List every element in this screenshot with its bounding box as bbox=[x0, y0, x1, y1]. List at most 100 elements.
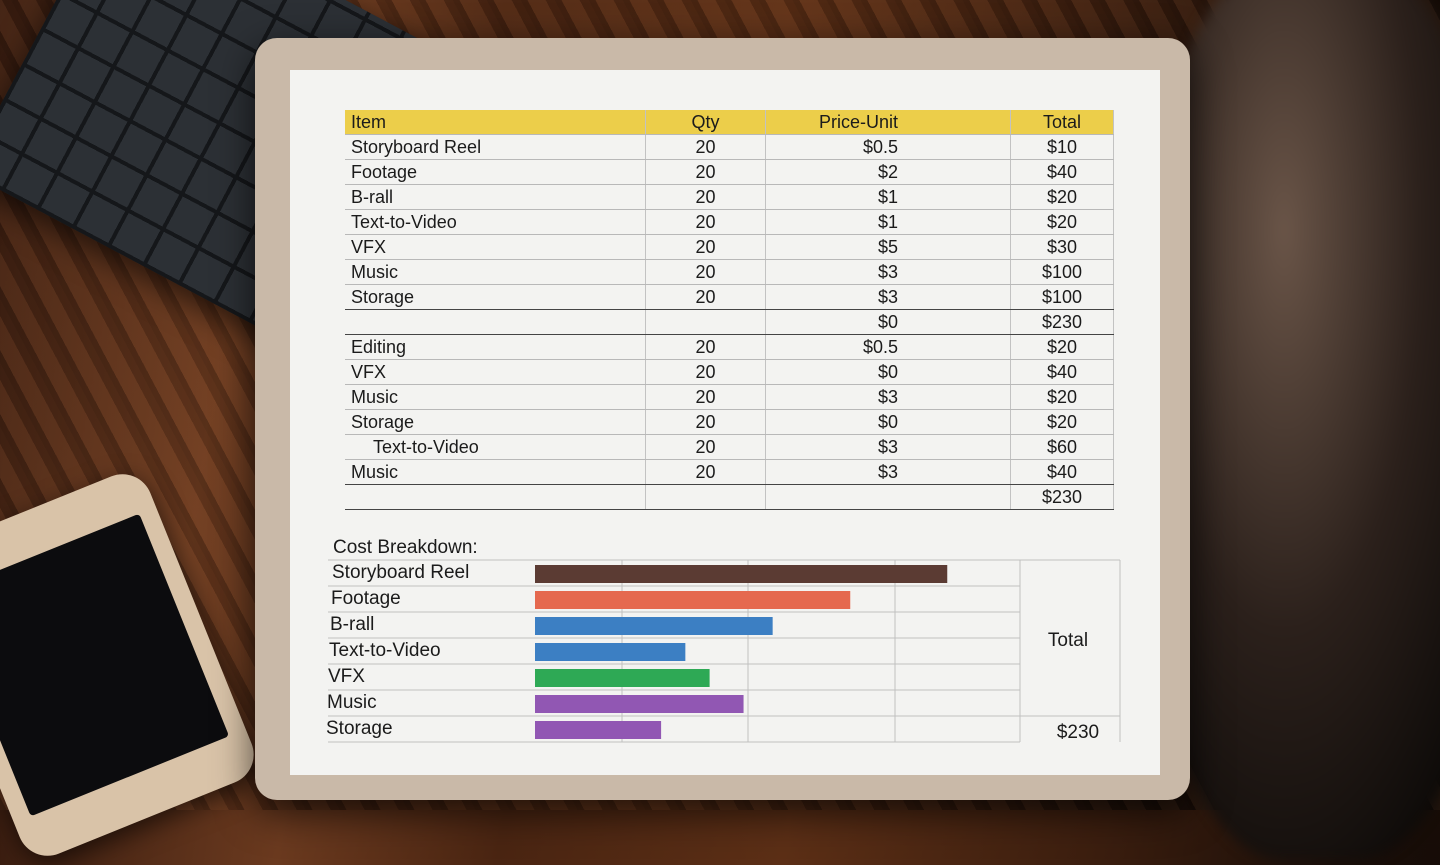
category-label: Footage bbox=[331, 588, 401, 609]
table-cell: $20 bbox=[1010, 184, 1114, 210]
category-label: Text-to-Video bbox=[329, 640, 441, 661]
table-cell: 20 bbox=[645, 159, 766, 185]
table-cell: Storyboard Reel bbox=[345, 134, 646, 160]
table-cell: VFX bbox=[345, 234, 646, 260]
bar bbox=[535, 695, 744, 713]
bar bbox=[535, 617, 773, 635]
table-cell: Price-Unit bbox=[765, 110, 1011, 135]
table-cell: 20 bbox=[645, 459, 766, 485]
total-value: $230 bbox=[1057, 722, 1099, 743]
table-cell: $230 bbox=[1010, 484, 1114, 510]
table-cell: B-rall bbox=[345, 184, 646, 210]
table-cell: 20 bbox=[645, 384, 766, 410]
table-row: $0 $230 bbox=[345, 309, 1114, 335]
table-cell: Text-to-Video bbox=[345, 209, 646, 235]
person bbox=[1140, 0, 1440, 860]
table-cell: $3 bbox=[765, 459, 1011, 485]
table-cell: 20 bbox=[645, 234, 766, 260]
table-cell: 20 bbox=[645, 434, 766, 460]
table-cell: 20 bbox=[645, 134, 766, 160]
table-cell: Music bbox=[345, 459, 646, 485]
bar bbox=[535, 721, 662, 739]
table-row: $230 bbox=[345, 484, 1114, 510]
table-row: Storage 20 $3 $100 bbox=[345, 284, 1114, 310]
chart-title: Cost Breakdown: bbox=[333, 537, 478, 558]
bar bbox=[535, 669, 710, 687]
table-row: Text-to-Video 20 $1 $20 bbox=[345, 209, 1114, 235]
table-cell: 20 bbox=[645, 359, 766, 385]
table-row: Storyboard Reel 20 $0.5 $10 bbox=[345, 134, 1114, 160]
table-cell: $20 bbox=[1010, 209, 1114, 235]
table-cell: $20 bbox=[1010, 384, 1114, 410]
table-row: Music 20 $3 $40 bbox=[345, 459, 1114, 485]
table-cell: Qty bbox=[645, 110, 766, 135]
table-cell: $3 bbox=[765, 384, 1011, 410]
table-cell: $40 bbox=[1010, 459, 1114, 485]
table-cell: Storage bbox=[345, 409, 646, 435]
table-cell: $3 bbox=[765, 284, 1011, 310]
table-cell: 20 bbox=[645, 184, 766, 210]
cost-table: Item Qty Price-Unit Total Storyboard Reel 20 $… bbox=[345, 110, 1114, 510]
table-cell: $1 bbox=[765, 209, 1011, 235]
table-row: VFX 20 $5 $30 bbox=[345, 234, 1114, 260]
table-cell: 20 bbox=[645, 259, 766, 285]
table-cell: $40 bbox=[1010, 159, 1114, 185]
table-cell: VFX bbox=[345, 359, 646, 385]
table-cell: $3 bbox=[765, 434, 1011, 460]
page: {"table": {"header": ["Item", "Qty", "Pr… bbox=[0, 0, 1440, 810]
category-label: B-rall bbox=[330, 614, 374, 635]
table-row: B-rall 20 $1 $20 bbox=[345, 184, 1114, 210]
table-cell: $3 bbox=[765, 259, 1011, 285]
table-cell: Total bbox=[1010, 110, 1114, 135]
table-cell: $20 bbox=[1010, 409, 1114, 435]
table-row: Music 20 $3 $20 bbox=[345, 384, 1114, 410]
bar bbox=[535, 643, 686, 661]
table-cell bbox=[645, 309, 766, 335]
category-label: Music bbox=[327, 692, 377, 713]
table-cell: $60 bbox=[1010, 434, 1114, 460]
table-cell: $40 bbox=[1010, 359, 1114, 385]
table-cell: $230 bbox=[1010, 309, 1114, 335]
table-cell: Editing bbox=[345, 334, 646, 360]
bar bbox=[535, 565, 948, 583]
table-row: Storage 20 $0 $20 bbox=[345, 409, 1114, 435]
table-cell bbox=[765, 484, 1011, 510]
table-cell: 20 bbox=[645, 284, 766, 310]
table-cell: 20 bbox=[645, 334, 766, 360]
table-cell: $10 bbox=[1010, 134, 1114, 160]
category-label: Storage bbox=[326, 718, 393, 739]
table-cell: $5 bbox=[765, 234, 1011, 260]
table-cell: 20 bbox=[645, 409, 766, 435]
table-cell: $0 bbox=[765, 309, 1011, 335]
table-row: Editing 20 $0.5 $20 bbox=[345, 334, 1114, 360]
table-cell: $1 bbox=[765, 184, 1011, 210]
category-label: Storyboard Reel bbox=[332, 562, 469, 583]
table-cell bbox=[345, 309, 646, 335]
table-cell: Music bbox=[345, 384, 646, 410]
table-cell: 20 bbox=[645, 209, 766, 235]
chart: Cost Breakdown: Total $230 Storyboard Re… bbox=[326, 537, 1121, 743]
table-row: VFX 20 $0 $40 bbox=[345, 359, 1114, 385]
table-cell: $2 bbox=[765, 159, 1011, 185]
table-cell: $0.5 bbox=[765, 134, 1011, 160]
table-cell: Storage bbox=[345, 284, 646, 310]
table-cell: $0 bbox=[765, 409, 1011, 435]
table-cell: Item bbox=[345, 110, 646, 135]
category-label: VFX bbox=[328, 666, 365, 687]
table-cell: $0.5 bbox=[765, 334, 1011, 360]
table-cell: $0 bbox=[765, 359, 1011, 385]
table-cell: $100 bbox=[1010, 284, 1114, 310]
table-cell: Text-to-Video bbox=[345, 434, 646, 460]
table-row: Text-to-Video 20 $3 $60 bbox=[345, 434, 1114, 460]
table-cell bbox=[345, 484, 646, 510]
total-label: Total bbox=[1048, 630, 1088, 651]
table-row: Item Qty Price-Unit Total bbox=[345, 110, 1114, 135]
bar bbox=[535, 591, 851, 609]
table-cell: Music bbox=[345, 259, 646, 285]
table-cell: Footage bbox=[345, 159, 646, 185]
table-cell: $30 bbox=[1010, 234, 1114, 260]
table-row: Footage 20 $2 $40 bbox=[345, 159, 1114, 185]
table-row: Music 20 $3 $100 bbox=[345, 259, 1114, 285]
table-cell: $20 bbox=[1010, 334, 1114, 360]
table-cell: $100 bbox=[1010, 259, 1114, 285]
